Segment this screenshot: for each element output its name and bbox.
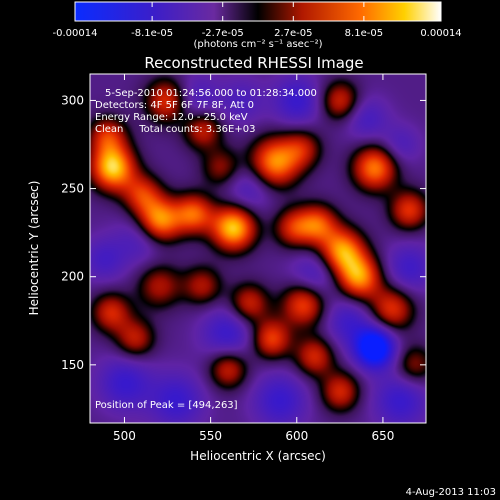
colorbar-tick-label: -8.1e-05 (131, 28, 173, 39)
heatmap-area (89, 73, 427, 424)
x-axis-label: Heliocentric X (arcsec) (190, 449, 326, 463)
x-tick-label: 550 (199, 429, 222, 443)
y-axis-tick-labels: 150 200 250 300 (61, 93, 84, 371)
x-tick-label: 600 (285, 429, 308, 443)
annotation-detectors: Detectors: 4F 5F 6F 7F 8F, Att 0 (95, 100, 254, 111)
colorbar-tick-labels: -0.00014 -8.1e-05 -2.7e-05 2.7e-05 8.1e-05 0.… (53, 28, 462, 39)
colorbar-tick-label: 0.00014 (420, 28, 461, 39)
colorbar-gradient (75, 2, 441, 21)
annotations: 5-Sep-2010 01:24:56.000 to 01:28:34.000 … (95, 88, 317, 411)
colorbar-tick-label: -2.7e-05 (202, 28, 244, 39)
colorbar-ticks (74, 2, 442, 21)
peak-position-label: Position of Peak = [494,263] (95, 400, 238, 411)
colorbar-frame (74, 1, 442, 22)
y-axis-label: Heliocentric Y (arcsec) (27, 181, 41, 316)
footer-date: 4-Aug-2013 11:03 (406, 487, 496, 498)
heatmap-canvas (90, 74, 426, 423)
plot-frame (89, 73, 427, 424)
y-tick-label: 300 (61, 93, 84, 107)
chart-title: Reconstructed RHESSI Image (144, 54, 363, 72)
y-tick-label: 200 (61, 270, 84, 284)
colorbar-tick-label: 2.7e-05 (274, 28, 312, 39)
x-axis-tick-labels: 500 550 600 650 (113, 429, 394, 443)
y-axis-ticks (90, 99, 426, 366)
colorbar-tick-label: 8.1e-05 (345, 28, 383, 39)
annotation-clean-counts: Clean Total counts: 3.36E+03 (95, 124, 255, 135)
colorbar: -0.00014 -8.1e-05 -2.7e-05 2.7e-05 8.1e-05 0.… (53, 1, 462, 50)
annotation-energy-range: Energy Range: 12.0 - 25.0 keV (95, 112, 248, 123)
y-tick-label: 250 (61, 182, 84, 196)
y-tick-label: 150 (61, 358, 84, 372)
x-tick-label: 650 (371, 429, 394, 443)
annotation-time-range: 5-Sep-2010 01:24:56.000 to 01:28:34.000 (105, 88, 317, 99)
x-axis-ticks (123, 74, 384, 423)
colorbar-tick-label: -0.00014 (53, 28, 98, 39)
x-tick-label: 500 (113, 429, 136, 443)
colorbar-unit-label: (photons cm⁻² s⁻¹ asec⁻²) (193, 39, 322, 50)
